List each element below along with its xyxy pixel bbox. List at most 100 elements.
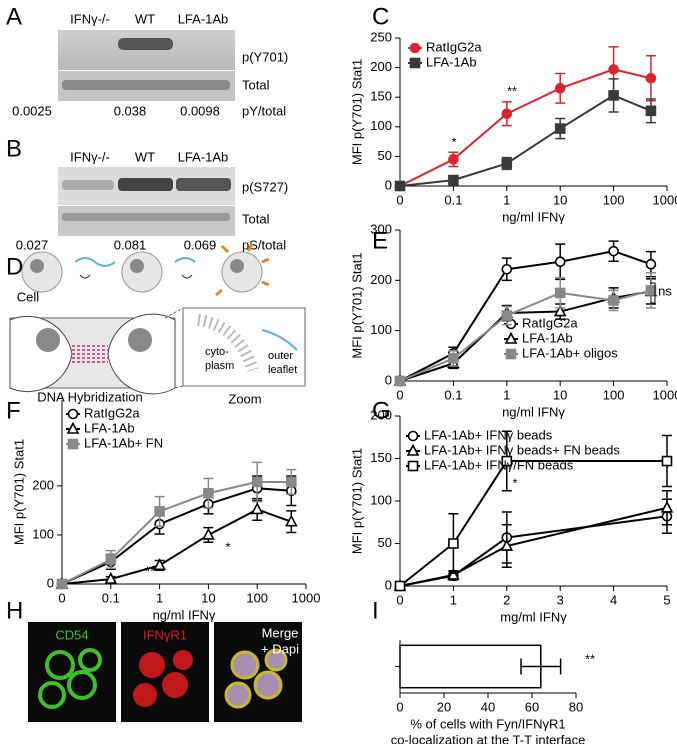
legend-marker bbox=[67, 408, 79, 420]
panel-label: I bbox=[372, 597, 379, 624]
y-tick-label: 0 bbox=[385, 177, 392, 192]
y-tick-label: 250 bbox=[370, 29, 392, 44]
x-axis-label: co-localization at the T-T interface bbox=[391, 732, 586, 744]
panel-label: E bbox=[372, 227, 388, 254]
lane-label: WT bbox=[135, 149, 155, 164]
x-tick-label: 0 bbox=[396, 699, 403, 714]
marker bbox=[154, 506, 165, 517]
x-tick-label: 1 bbox=[503, 192, 510, 207]
panel-label: A bbox=[6, 3, 22, 30]
x-tick-label: 5 bbox=[663, 592, 670, 607]
annotation: ** bbox=[585, 651, 595, 666]
legend-marker bbox=[66, 421, 80, 434]
series bbox=[394, 430, 673, 592]
x-axis-label: ng/ml IFNγ bbox=[153, 607, 216, 622]
marker bbox=[554, 83, 566, 94]
line bbox=[399, 94, 652, 187]
lane-label: LFA-1Ab bbox=[178, 11, 229, 26]
diagram: Cell DNA Hybridization Zoom cyto- plasm … bbox=[9, 243, 306, 406]
y-tick-label: 100 bbox=[370, 118, 392, 133]
marker bbox=[501, 108, 513, 120]
row-label: p(S727) bbox=[242, 179, 288, 194]
panel-label: F bbox=[6, 397, 21, 424]
marker bbox=[250, 502, 264, 515]
marker bbox=[501, 310, 513, 321]
lane-label: IFNγ-/- bbox=[70, 11, 110, 26]
channel-label: Merge bbox=[262, 625, 299, 640]
series bbox=[394, 78, 657, 192]
marker bbox=[448, 353, 459, 364]
y-tick-label: 150 bbox=[370, 450, 392, 465]
ratio: 0.038 bbox=[114, 103, 147, 118]
line bbox=[399, 515, 668, 587]
x-tick-label: 10 bbox=[201, 590, 215, 605]
diagram-label: outer bbox=[268, 350, 293, 362]
x-axis-label: ng/ml IFNγ bbox=[502, 404, 565, 419]
x-tick-label: 100 bbox=[246, 590, 268, 605]
y-tick-label: 200 bbox=[32, 477, 54, 492]
marker bbox=[501, 455, 513, 467]
x-tick-label: 0 bbox=[396, 387, 403, 402]
marker bbox=[286, 476, 297, 488]
panel-label: G bbox=[372, 397, 391, 424]
marker bbox=[645, 258, 657, 270]
marker bbox=[645, 285, 657, 296]
series bbox=[394, 272, 657, 387]
diagram-label: Cell bbox=[17, 289, 40, 304]
ratio: 0.069 bbox=[184, 237, 217, 252]
marker bbox=[104, 571, 118, 584]
line bbox=[399, 506, 668, 587]
panel-label: C bbox=[372, 3, 389, 30]
legend-label: LFA-1Ab+ oligos bbox=[522, 345, 618, 360]
legend-label: LFA-1Ab bbox=[426, 54, 477, 69]
series bbox=[393, 490, 674, 591]
x-tick-label: 0 bbox=[58, 590, 65, 605]
line bbox=[399, 68, 652, 187]
diagram-label: cyto- bbox=[205, 346, 229, 358]
legend-label: LFA-1Ab+ FN bbox=[84, 435, 163, 450]
marker bbox=[203, 487, 214, 499]
marker bbox=[501, 158, 513, 169]
marker bbox=[608, 245, 619, 257]
ratio: 0.0025 bbox=[12, 103, 52, 118]
y-axis-label: MFI p(Y701) Stat1 bbox=[349, 252, 364, 358]
line bbox=[399, 289, 652, 382]
marker bbox=[608, 295, 619, 306]
annotation: * bbox=[225, 539, 230, 554]
marker bbox=[447, 567, 460, 580]
legend-label: RatIgG2a bbox=[426, 39, 482, 54]
marker bbox=[645, 105, 657, 117]
marker bbox=[448, 174, 459, 186]
x-tick-label: 1000 bbox=[653, 387, 677, 402]
x-tick-label: 1 bbox=[503, 387, 510, 402]
diagram-label: plasm bbox=[205, 360, 234, 372]
y-axis-label: MFI p(Y701) Stat1 bbox=[11, 439, 26, 545]
y-tick-label: 200 bbox=[370, 272, 392, 287]
lane-label: IFNγ-/- bbox=[70, 149, 110, 164]
legend-marker bbox=[67, 438, 79, 450]
marker bbox=[153, 558, 166, 571]
legend-label: LFA-1Ab bbox=[84, 420, 135, 435]
marker bbox=[660, 500, 674, 513]
series bbox=[56, 461, 297, 590]
error-bar bbox=[520, 658, 562, 675]
y-tick-label: 0 bbox=[385, 372, 392, 387]
x-tick-label: 0.1 bbox=[444, 387, 462, 402]
blot-b: IFNγ-/- WT LFA-1Ab p(S727) Total 0.027 0… bbox=[16, 149, 289, 252]
x-tick-label: 0.1 bbox=[444, 192, 462, 207]
marker bbox=[608, 64, 619, 75]
y-axis-label: MFI p(Y701) Stat1 bbox=[349, 59, 364, 165]
y-tick-label: 0 bbox=[385, 577, 392, 592]
lane-label: LFA-1Ab bbox=[178, 149, 229, 164]
diagram-label: leaflet bbox=[268, 364, 297, 376]
x-tick-label: 4 bbox=[610, 592, 617, 607]
marker bbox=[448, 538, 459, 549]
marker bbox=[202, 527, 215, 540]
line bbox=[61, 480, 292, 585]
legend-marker bbox=[409, 42, 421, 54]
x-tick-label: 0.1 bbox=[102, 590, 120, 605]
legend-marker bbox=[409, 57, 421, 69]
x-axis-label: ng/ml IFNγ bbox=[502, 209, 565, 224]
x-tick-label: 100 bbox=[603, 387, 625, 402]
panel-label: B bbox=[6, 135, 22, 162]
